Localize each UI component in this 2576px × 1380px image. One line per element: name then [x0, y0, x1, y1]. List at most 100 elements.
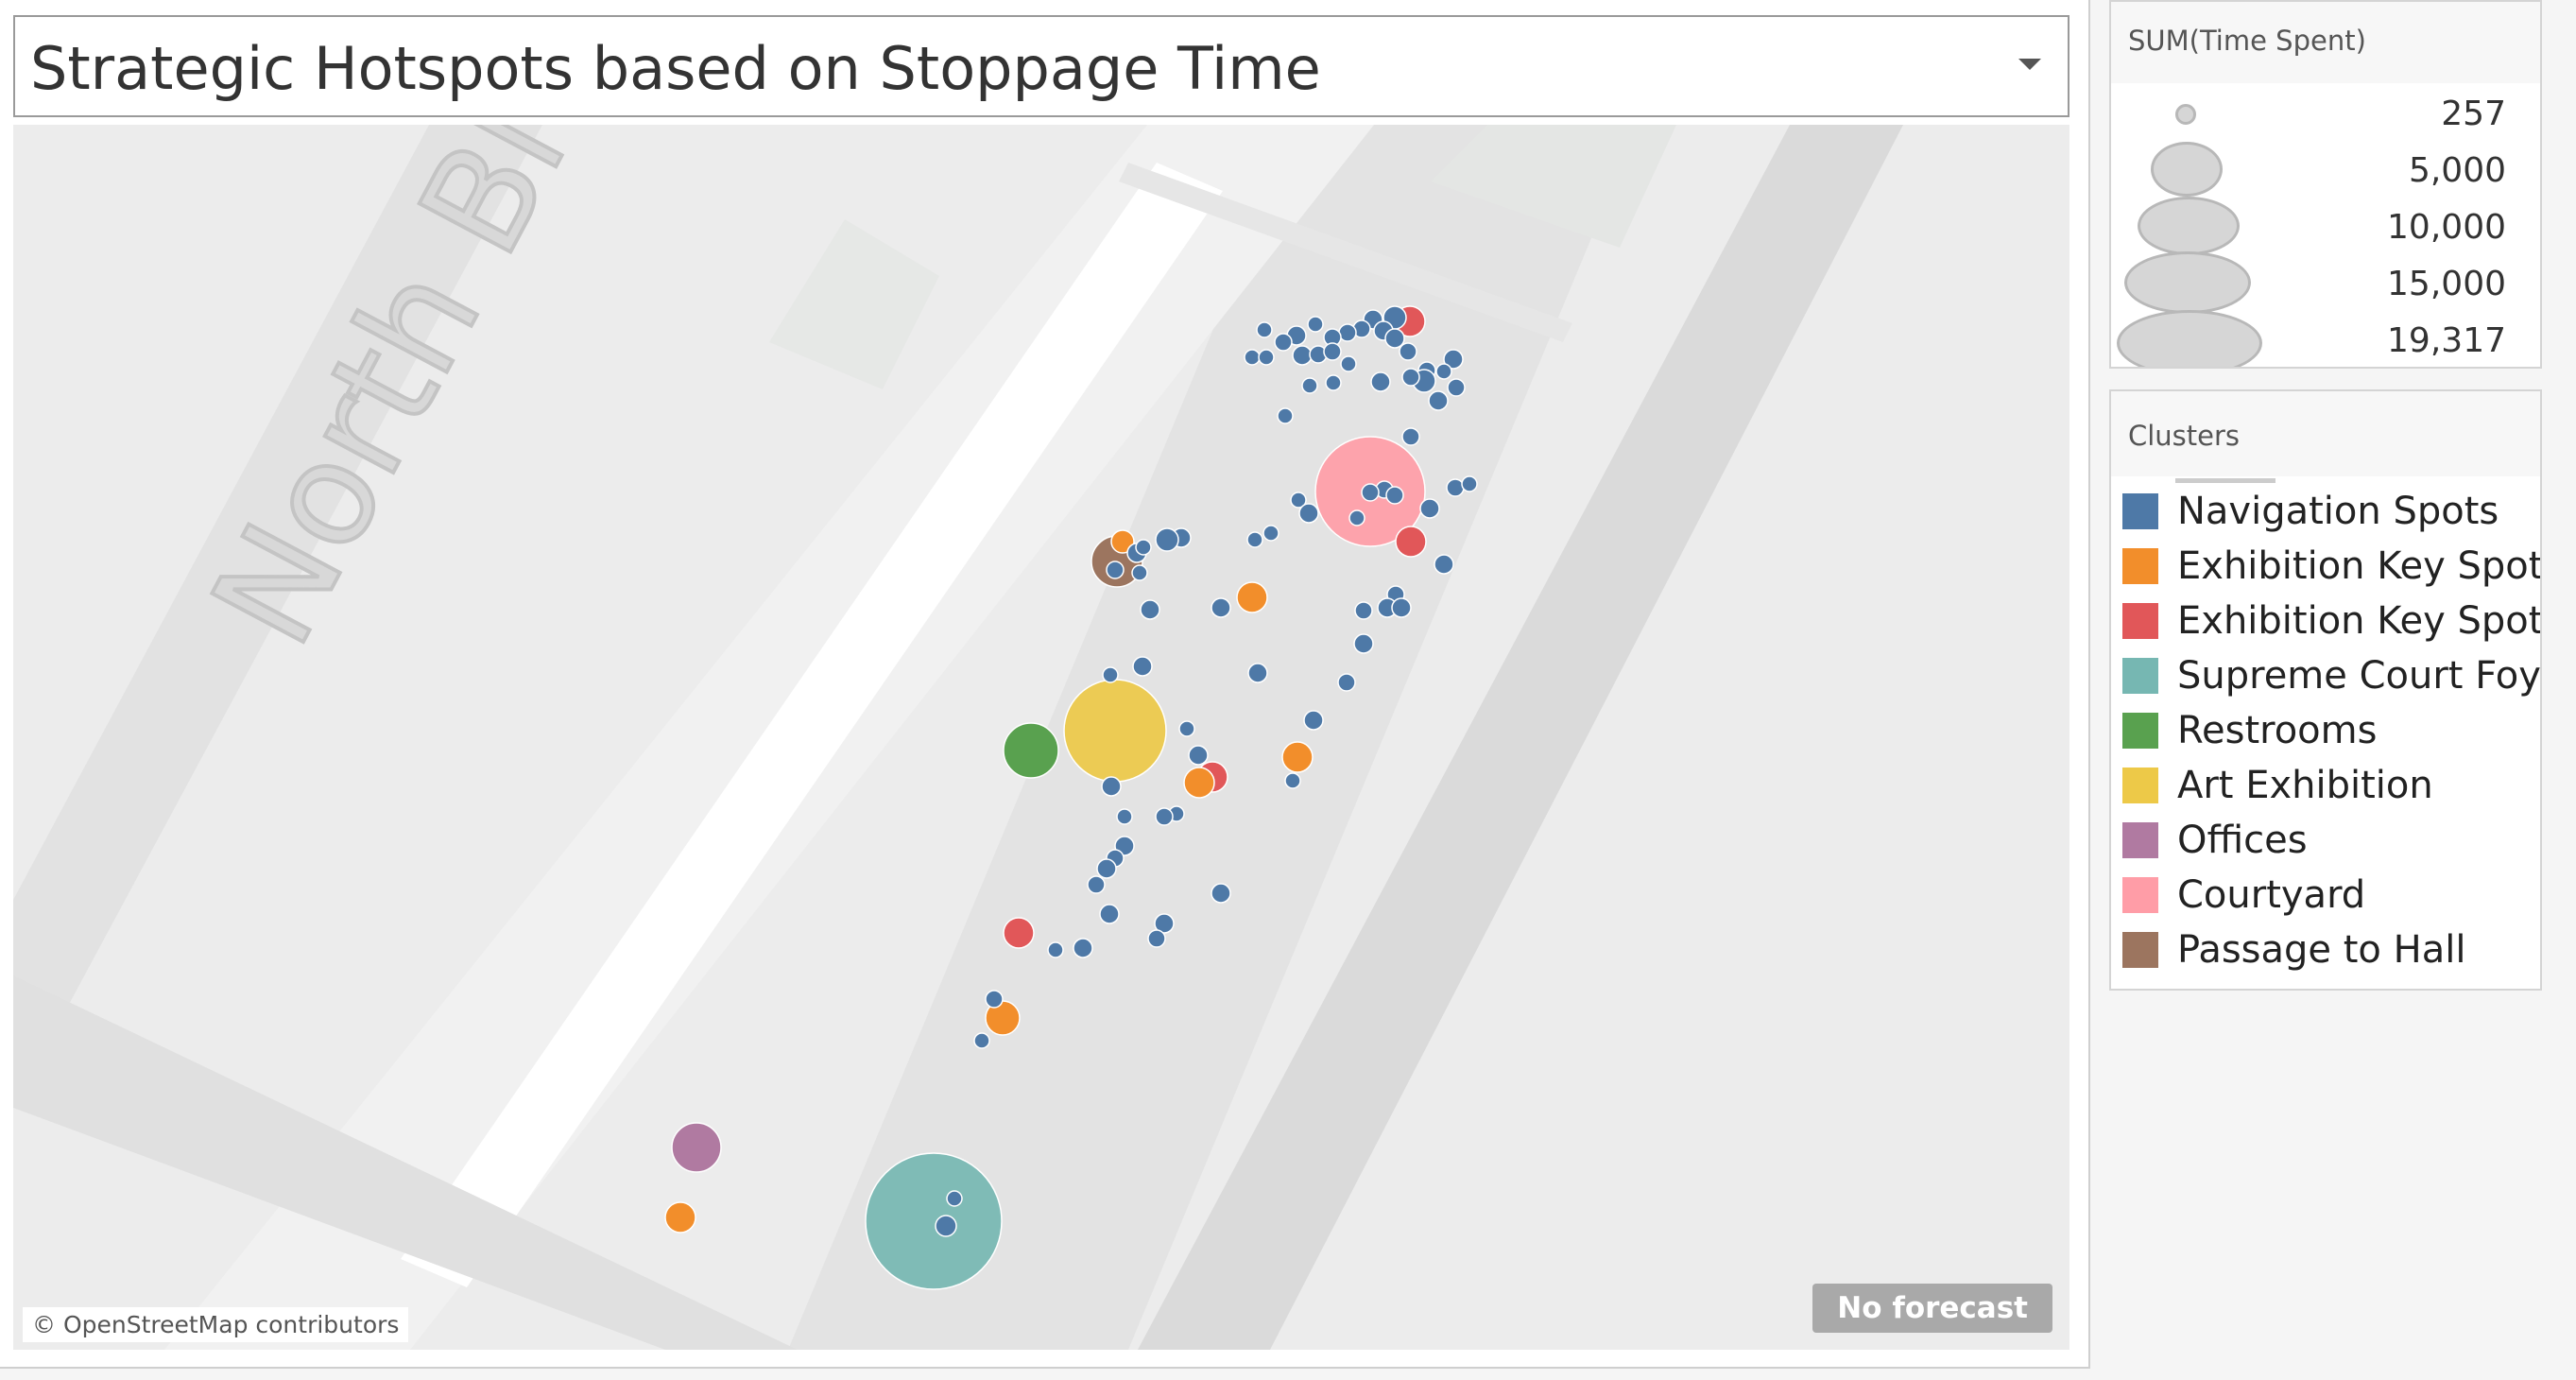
legend-item-label: Exhibition Key Spots B: [2177, 599, 2542, 643]
map-point-navigation-spots[interactable]: [1131, 564, 1148, 581]
map-point-exhibition-key-spots-a[interactable]: [1281, 741, 1314, 773]
size-legend-marker: [2175, 104, 2196, 125]
map-point-exhibition-key-spots-b[interactable]: [1395, 526, 1427, 558]
map-point-navigation-spots[interactable]: [1461, 475, 1478, 492]
map-point-navigation-spots[interactable]: [1428, 390, 1449, 411]
size-legend-label: 10,000: [2387, 208, 2506, 247]
map-point-navigation-spots[interactable]: [1307, 316, 1324, 333]
map-point-navigation-spots[interactable]: [1323, 342, 1342, 361]
map-point-navigation-spots[interactable]: [1434, 554, 1454, 575]
map-point-navigation-spots[interactable]: [1188, 745, 1209, 766]
map-point-supreme-court-foyer[interactable]: [865, 1152, 1003, 1290]
map-point-navigation-spots[interactable]: [1155, 527, 1179, 552]
map-point-navigation-spots[interactable]: [1338, 323, 1357, 342]
map-point-navigation-spots[interactable]: [1391, 597, 1412, 618]
map-point-navigation-spots[interactable]: [1154, 913, 1175, 934]
map-point-navigation-spots[interactable]: [1401, 427, 1420, 446]
map-point-navigation-spots[interactable]: [1370, 371, 1391, 392]
map-point-navigation-spots[interactable]: [946, 1190, 963, 1207]
map-attribution[interactable]: © OpenStreetMap contributors: [23, 1307, 409, 1342]
map-block-edge: [1119, 163, 1572, 342]
map-point-navigation-spots[interactable]: [1399, 342, 1417, 361]
map-area-east: [788, 125, 1639, 1350]
size-legend-header: [2111, 2, 2540, 83]
map-point-navigation-spots[interactable]: [1337, 673, 1356, 692]
map-point-navigation-spots[interactable]: [1384, 328, 1405, 349]
map-point-navigation-spots[interactable]: [1155, 807, 1174, 826]
color-swatch: [2122, 658, 2158, 694]
map-point-exhibition-key-spots-a[interactable]: [1183, 767, 1215, 799]
map-point-navigation-spots[interactable]: [1244, 349, 1261, 366]
map-point-navigation-spots[interactable]: [1443, 349, 1464, 370]
map-point-navigation-spots[interactable]: [1073, 938, 1093, 958]
cluster-legend: Clusters Navigation Spots Exhibition Key…: [2109, 389, 2542, 991]
main-panel: Strategic Hotspots based on Stoppage Tim…: [0, 0, 2090, 1369]
map-point-navigation-spots[interactable]: [1340, 355, 1357, 372]
legend-item-label: Passage to Hall: [2177, 928, 2466, 972]
map-point-navigation-spots[interactable]: [1298, 503, 1319, 524]
map-point-navigation-spots[interactable]: [1106, 561, 1125, 579]
map-point-navigation-spots[interactable]: [1147, 929, 1166, 948]
map-point-navigation-spots[interactable]: [1348, 509, 1365, 526]
map-point-restrooms[interactable]: [1003, 722, 1059, 779]
map-point-navigation-spots[interactable]: [1101, 776, 1122, 797]
map-point-navigation-spots[interactable]: [973, 1032, 990, 1049]
map-point-exhibition-key-spots-a[interactable]: [1110, 529, 1135, 554]
legend-item-label: Offices: [2177, 819, 2308, 862]
legend-item-label: Navigation Spots: [2177, 490, 2499, 533]
map-point-navigation-spots[interactable]: [1284, 772, 1301, 789]
map-point-art-exhibition[interactable]: [1063, 679, 1167, 783]
map-point-navigation-spots[interactable]: [1303, 710, 1324, 731]
legend-scroll-indicator[interactable]: [2175, 478, 2275, 483]
map-point-navigation-spots[interactable]: [1447, 378, 1466, 397]
map-point-navigation-spots[interactable]: [1247, 663, 1268, 683]
size-legend-marker: [2124, 251, 2251, 314]
map-point-exhibition-key-spots-a[interactable]: [1236, 581, 1268, 613]
map-point-navigation-spots[interactable]: [1178, 720, 1195, 737]
map-point-navigation-spots[interactable]: [1385, 486, 1404, 505]
map-point-navigation-spots[interactable]: [1102, 666, 1119, 683]
map-view[interactable]: North Bl © OpenStreetMap contributors No…: [13, 125, 2069, 1350]
map-point-navigation-spots[interactable]: [1211, 597, 1231, 618]
map-point-navigation-spots[interactable]: [935, 1215, 957, 1237]
map-point-navigation-spots[interactable]: [1262, 525, 1279, 542]
map-point-navigation-spots[interactable]: [1246, 531, 1263, 548]
map-point-navigation-spots[interactable]: [1361, 483, 1380, 502]
title-bar[interactable]: Strategic Hotspots based on Stoppage Tim…: [13, 15, 2069, 117]
map-point-navigation-spots[interactable]: [1325, 374, 1342, 391]
size-legend-marker: [2117, 310, 2262, 367]
map-point-navigation-spots[interactable]: [1132, 656, 1153, 677]
map-point-navigation-spots[interactable]: [1211, 883, 1231, 904]
map-point-navigation-spots[interactable]: [1116, 808, 1133, 825]
map-point-navigation-spots[interactable]: [1446, 478, 1465, 497]
map-point-navigation-spots[interactable]: [1353, 633, 1374, 654]
map-point-navigation-spots[interactable]: [1096, 858, 1117, 879]
color-swatch: [2122, 877, 2158, 913]
size-legend-label: 15,000: [2387, 265, 2506, 303]
map-point-exhibition-key-spots-a[interactable]: [664, 1201, 696, 1233]
map-point-navigation-spots[interactable]: [1419, 498, 1440, 519]
map-point-navigation-spots[interactable]: [1277, 407, 1294, 424]
map-point-exhibition-key-spots-b[interactable]: [1003, 917, 1035, 949]
map-point-navigation-spots[interactable]: [1258, 349, 1275, 366]
map-road-east: [1138, 125, 1903, 1350]
map-point-navigation-spots[interactable]: [1135, 539, 1152, 556]
map-point-navigation-spots[interactable]: [985, 990, 1004, 1009]
map-point-navigation-spots[interactable]: [1256, 321, 1273, 338]
map-point-navigation-spots[interactable]: [1274, 333, 1293, 352]
legend-item-label: Art Exhibition: [2177, 764, 2433, 807]
map-point-offices[interactable]: [671, 1122, 722, 1173]
map-point-navigation-spots[interactable]: [1435, 363, 1452, 380]
forecast-badge: No forecast: [1812, 1284, 2052, 1333]
map-point-navigation-spots[interactable]: [1047, 941, 1064, 958]
map-point-navigation-spots[interactable]: [1290, 492, 1307, 509]
map-point-navigation-spots[interactable]: [1301, 377, 1318, 394]
map-point-navigation-spots[interactable]: [1401, 368, 1420, 387]
map-point-navigation-spots[interactable]: [1292, 345, 1313, 366]
map-point-navigation-spots[interactable]: [1140, 599, 1160, 620]
chevron-down-icon[interactable]: [2018, 59, 2041, 70]
map-point-navigation-spots[interactable]: [1099, 904, 1120, 924]
map-point-navigation-spots[interactable]: [1087, 875, 1106, 894]
map-point-navigation-spots[interactable]: [1354, 601, 1373, 620]
size-legend-item: 15,000: [2111, 251, 2540, 314]
